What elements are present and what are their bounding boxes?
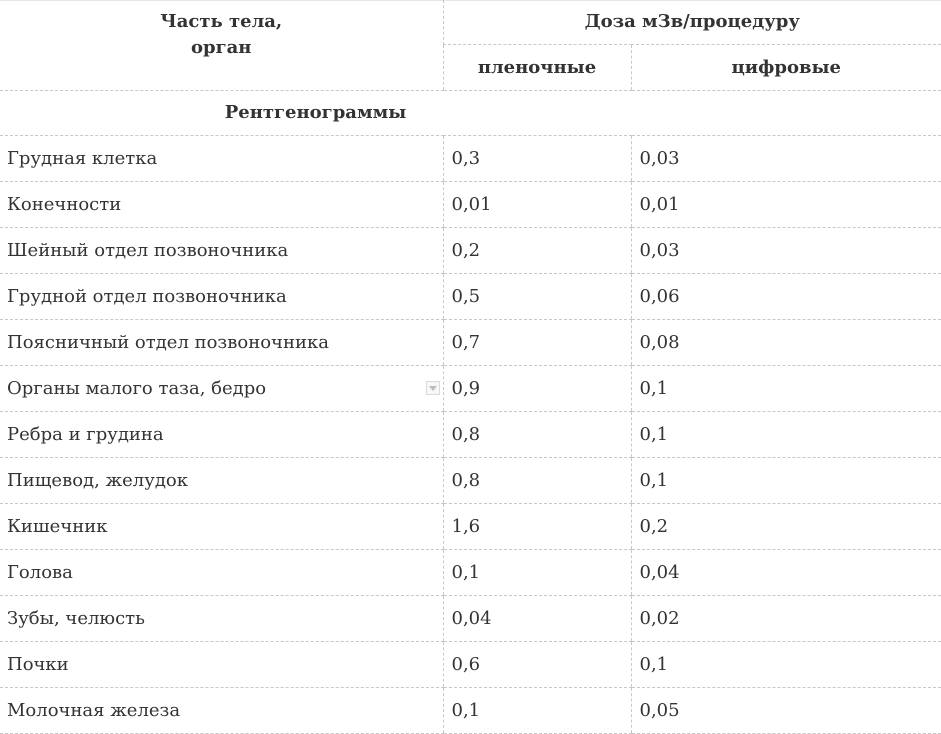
digital-dose-cell: 0,1 [630,365,941,412]
film-dose-cell: 0,9 [442,365,631,412]
section-title: Рентгенограммы [0,90,631,136]
digital-dose-cell: 0,2 [630,503,941,550]
table-row: Голова 0,1 0,04 [0,549,941,596]
organ-cell: Ребра и грудина [0,411,443,458]
table-row: Почки 0,6 0,1 [0,641,941,688]
organ-name: Голова [7,561,73,583]
film-dose-cell: 0,2 [442,227,631,274]
table-row: Поясничный отдел позвоночника 0,7 0,08 [0,319,941,366]
organ-header-line2: орган [191,37,252,58]
organ-name: Зубы, челюсть [7,607,145,629]
digital-dose-cell: 0,04 [630,549,941,596]
organ-cell: Шейный отдел позвоночника [0,227,443,274]
organ-cell: Пищевод, желудок [0,457,443,504]
digital-dose-cell: 0,08 [630,319,941,366]
film-dose-cell: 0,6 [442,641,631,688]
film-dose-cell: 0,5 [442,273,631,320]
organ-cell: Почки [0,641,443,688]
film-dose-cell: 0,8 [442,411,631,458]
digital-dose-cell: 0,1 [630,457,941,504]
digital-column-header: цифровые [630,44,941,91]
film-dose-cell: 0,1 [442,687,631,734]
organ-cell: Поясничный отдел позвоночника [0,319,443,366]
organ-name: Органы малого таза, бедро [7,377,267,399]
table-row: Органы малого таза, бедро 0,9 0,1 [0,365,941,412]
digital-dose-cell: 0,1 [630,411,941,458]
organ-name: Шейный отдел позвоночника [7,239,289,261]
organ-name: Ребра и грудина [7,423,164,445]
organ-name: Конечности [7,193,122,215]
digital-dose-cell: 0,01 [630,181,941,228]
table-row: Пищевод, желудок 0,8 0,1 [0,457,941,504]
organ-cell: Зубы, челюсть [0,595,443,642]
organ-cell: Конечности [0,181,443,228]
table-row: Ребра и грудина 0,8 0,1 [0,411,941,458]
table-row: Молочная железа 0,1 0,05 [0,687,941,734]
table-row: Кишечник 1,6 0,2 [0,503,941,550]
digital-dose-cell: 0,05 [630,687,941,734]
section-title-empty [631,90,941,136]
organ-cell: Органы малого таза, бедро [0,365,443,412]
organ-cell: Грудной отдел позвоночника [0,273,443,320]
digital-dose-cell: 0,06 [630,273,941,320]
digital-dose-cell: 0,02 [630,595,941,642]
organ-cell: Молочная железа [0,687,443,734]
film-dose-cell: 0,01 [442,181,631,228]
organ-column-header: Часть тела, орган [0,0,443,91]
organ-name: Грудная клетка [7,147,158,169]
table-row: Шейный отдел позвоночника 0,2 0,03 [0,227,941,274]
film-dose-cell: 0,04 [442,595,631,642]
film-dose-cell: 0,1 [442,549,631,596]
film-dose-cell: 0,8 [442,457,631,504]
film-dose-cell: 0,3 [442,135,631,182]
organ-name: Грудной отдел позвоночника [7,285,287,307]
organ-name: Почки [7,653,69,675]
chevron-down-icon[interactable] [425,380,440,395]
organ-header-line1: Часть тела, [160,11,283,32]
organ-name: Кишечник [7,515,108,537]
organ-name: Пищевод, желудок [7,469,188,491]
film-dose-cell: 0,7 [442,319,631,366]
table-row: Грудная клетка 0,3 0,03 [0,135,941,182]
film-dose-cell: 1,6 [442,503,631,550]
organ-name: Поясничный отдел позвоночника [7,331,329,353]
organ-cell: Голова [0,549,443,596]
film-column-header: пленочные [442,44,631,91]
digital-dose-cell: 0,03 [630,135,941,182]
organ-name: Молочная железа [7,699,181,721]
organ-cell: Грудная клетка [0,135,443,182]
table-row: Зубы, челюсть 0,04 0,02 [0,595,941,642]
table-row: Грудной отдел позвоночника 0,5 0,06 [0,273,941,320]
dose-column-header: Доза мЗв/процедуру [442,0,941,45]
organ-cell: Кишечник [0,503,443,550]
digital-dose-cell: 0,1 [630,641,941,688]
table-row: Конечности 0,01 0,01 [0,181,941,228]
digital-dose-cell: 0,03 [630,227,941,274]
